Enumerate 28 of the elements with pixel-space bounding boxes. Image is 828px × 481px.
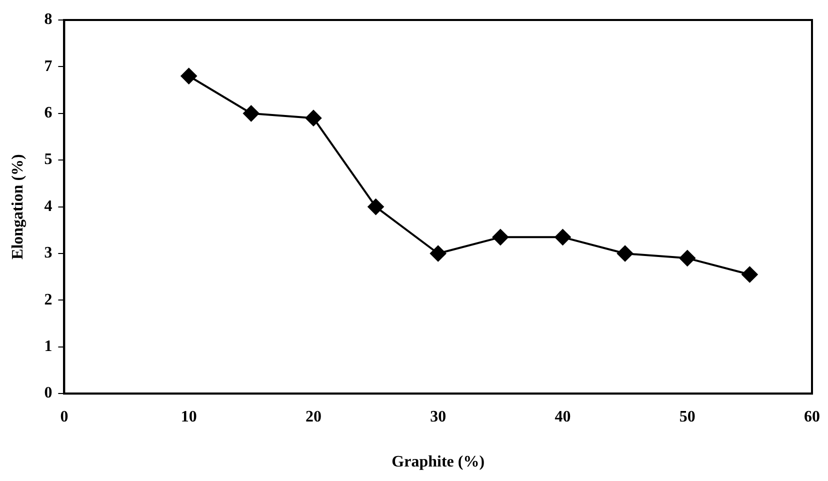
point xyxy=(617,246,634,262)
point xyxy=(492,229,508,246)
x-tick-label: 50 xyxy=(679,408,696,426)
y-tick-label: 4 xyxy=(44,198,52,215)
y-tick-label: 3 xyxy=(44,244,52,262)
point xyxy=(305,110,322,126)
x-tick-label: 10 xyxy=(180,408,197,426)
x-tick-label: 30 xyxy=(430,408,446,426)
x-tick-label: 40 xyxy=(554,408,571,426)
x-axis-title: Graphite (%) xyxy=(392,454,485,471)
y-tick-label: 1 xyxy=(44,338,52,356)
point xyxy=(430,246,446,262)
point xyxy=(554,229,571,246)
point xyxy=(368,198,384,215)
y-tick-label: 2 xyxy=(44,291,52,308)
y-tick-label: 0 xyxy=(44,384,52,402)
point xyxy=(180,68,197,84)
y-axis-title: Elongation (%) xyxy=(10,154,27,260)
y-tick-label: 6 xyxy=(44,104,52,122)
x-tick-label: 20 xyxy=(305,408,322,426)
y-tick-label: 8 xyxy=(44,11,52,28)
point xyxy=(243,105,260,122)
y-tick-label: 7 xyxy=(44,58,52,75)
point xyxy=(679,250,696,266)
x-tick-label: 60 xyxy=(804,408,820,426)
x-tick-label: 0 xyxy=(60,408,68,426)
point xyxy=(742,266,758,283)
y-tick-label: 5 xyxy=(44,151,52,168)
